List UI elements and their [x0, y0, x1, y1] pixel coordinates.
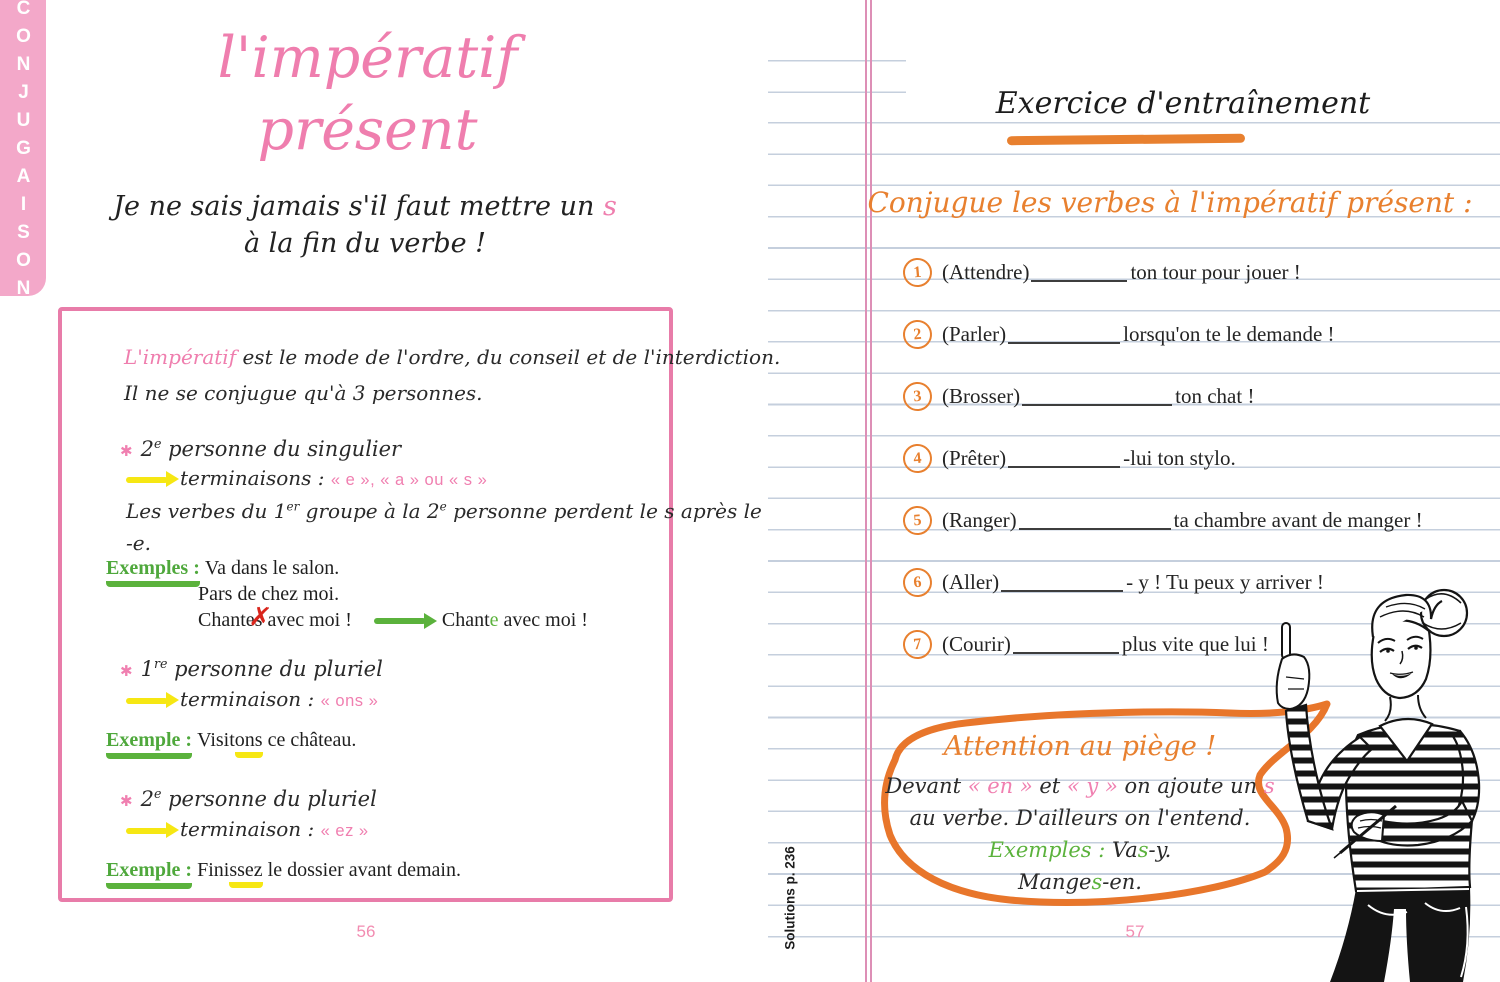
example-label: Exemple : — [106, 729, 193, 759]
terminaison-line-singular: terminaisons : « e », « a » ou « s » — [126, 466, 487, 490]
yellow-arrow-icon — [126, 471, 179, 487]
exercise-text: -lui ton stylo. — [1123, 445, 1236, 470]
exercise-text: ton tour pour jouer ! — [1130, 259, 1301, 284]
answer-blank — [1001, 572, 1124, 592]
page-title-line2: présent — [257, 97, 478, 163]
red-cross-icon: ✗ — [247, 600, 273, 635]
notebook-margin-line — [865, 0, 872, 982]
exercise-verb: (Parler) — [942, 321, 1007, 346]
yellow-highlight: ssez — [229, 859, 263, 888]
number-circle: 4 — [901, 442, 934, 474]
page-number-right: 57 — [1125, 922, 1145, 941]
lesson-intro-line2: Il ne se conjugue qu'à 3 personnes. — [124, 381, 483, 405]
crossed-letter: s ✗ — [247, 600, 273, 635]
answer-blank — [1018, 510, 1171, 530]
warning-example1: Exemples : Vas-y. — [988, 838, 1172, 862]
page-subtitle: Je ne sais jamais s'il faut mettre un s … — [40, 188, 690, 262]
warning-examples-label: Exemples : — [988, 838, 1112, 862]
lesson-note-line2: -e. — [126, 531, 151, 555]
exercise-row-5: 5 (Ranger) ta chambre avant de manger ! — [901, 504, 1423, 536]
exercise-text: ta chambre avant de manger ! — [1173, 507, 1423, 532]
star-icon: ✱ — [120, 662, 133, 680]
star-icon: ✱ — [120, 792, 133, 810]
exercise-verb: (Courir) — [942, 631, 1011, 656]
number-circle: 2 — [901, 318, 934, 350]
warning-line1: Devant « en » et « y » on ajoute un s — [885, 774, 1275, 798]
warning-example2: Manges-en. — [1018, 870, 1142, 894]
teacher-illustration — [1275, 588, 1481, 982]
examples-line2: Pars de chez moi. — [198, 583, 340, 605]
exercise-row-6: 6 (Aller) - y ! Tu peux y arriver ! — [901, 566, 1324, 598]
yellow-highlight: ons — [234, 729, 263, 758]
exercise-row-3: 3 (Brosser) ton chat ! — [901, 380, 1255, 412]
number-circle: 3 — [901, 380, 934, 412]
page-title: l'impératif présent — [60, 22, 675, 166]
page-number-left: 56 — [356, 922, 376, 941]
yellow-arrow-icon — [126, 822, 179, 838]
lesson-note-line1: Les verbes du 1er groupe à la 2e personn… — [126, 499, 762, 523]
example-label: Exemple : — [106, 859, 193, 889]
lesson-keyword: L'impératif — [124, 345, 237, 369]
category-tab-label: CONJUGAISON — [13, 0, 34, 306]
examples-line1: Exemples : Va dans le salon. — [106, 557, 339, 587]
section-heading-plural1: ✱ 1re personne du pluriel — [120, 656, 383, 681]
number-circle: 6 — [901, 566, 934, 598]
exercise-text: ton chat ! — [1175, 383, 1255, 408]
green-arrow-icon — [373, 612, 437, 629]
star-icon: ✱ — [120, 442, 133, 460]
solutions-note: Solutions p. 236 — [782, 846, 798, 950]
exercise-row-4: 4 (Prêter) -lui ton stylo. — [901, 442, 1236, 474]
terminaison-values: « e », « a » ou « s » — [330, 471, 488, 489]
answer-blank — [1008, 448, 1121, 468]
exercise-verb: (Prêter) — [942, 445, 1007, 470]
subtitle-pink-s: s — [602, 191, 617, 222]
warning-line2: au verbe. D'ailleurs on l'entend. — [909, 806, 1251, 830]
green-letter-e: e — [489, 609, 499, 631]
section-heading-singular: ✱ 2e personne du singulier — [120, 436, 402, 461]
exercise-text: lorsqu'on te le demande ! — [1123, 321, 1335, 346]
answer-blank — [1031, 262, 1128, 282]
number-circle: 1 — [901, 256, 934, 288]
lesson-intro-line1: L'impératif est le mode de l'ordre, du c… — [124, 345, 781, 369]
exercise-row-7: 7 (Courir) plus vite que lui ! — [901, 628, 1269, 660]
exercise-verb: (Aller) — [942, 569, 1000, 594]
answer-blank — [1008, 324, 1121, 344]
exercise-text: - y ! Tu peux y arriver ! — [1126, 569, 1324, 594]
yellow-arrow-icon — [126, 692, 179, 708]
exercise-verb: (Attendre) — [942, 259, 1030, 284]
terminaison-values: « ez » — [320, 822, 369, 840]
category-tab-conjugaison: CONJUGAISON — [0, 0, 46, 306]
lesson-box: L'impératif est le mode de l'ordre, du c… — [58, 307, 780, 902]
answer-blank — [1012, 634, 1119, 654]
examples-label: Exemples : — [106, 557, 200, 587]
terminaison-values: « ons » — [320, 692, 379, 710]
warning-title: Attention au piège ! — [943, 731, 1217, 762]
subtitle-line2: à la fin du verbe ! — [243, 228, 487, 259]
example3-line: Exemple : Finissez le dossier avant dema… — [106, 859, 461, 889]
exercise-header: Exercice d'entraînement — [995, 86, 1371, 121]
section-heading-plural2: ✱ 2e personne du pluriel — [120, 786, 377, 811]
number-circle: 5 — [901, 504, 934, 536]
terminaison-line-plural1: terminaison : « ons » — [126, 687, 378, 711]
speech-bubble-outline — [881, 700, 1331, 906]
exercise-instruction: Conjugue les verbes à l'impératif présen… — [867, 186, 1473, 219]
exercise-verb: (Ranger) — [942, 507, 1017, 532]
answer-blank — [1022, 386, 1173, 406]
page-title-line1: l'impératif — [217, 25, 518, 91]
example2-line: Exemple : Visitons ce château. — [106, 729, 356, 759]
exercise-row-2: 2 (Parler) lorsqu'on te le demande ! — [901, 318, 1335, 350]
exercise-verb: (Brosser) — [942, 383, 1021, 408]
exercise-text: plus vite que lui ! — [1121, 631, 1269, 656]
terminaison-line-plural2: terminaison : « ez » — [126, 817, 369, 841]
subtitle-line1: Je ne sais jamais s'il faut mettre un s — [113, 191, 617, 222]
right-page: Exercice d'entraînement Conjugue les ver… — [740, 0, 1500, 982]
examples-line3: Chantes ✗ avec moi ! Chante avec moi ! — [198, 600, 588, 635]
exercise-row-1: 1 (Attendre) ton tour pour jouer ! — [901, 256, 1301, 288]
notebook-lines-top — [768, 60, 906, 100]
